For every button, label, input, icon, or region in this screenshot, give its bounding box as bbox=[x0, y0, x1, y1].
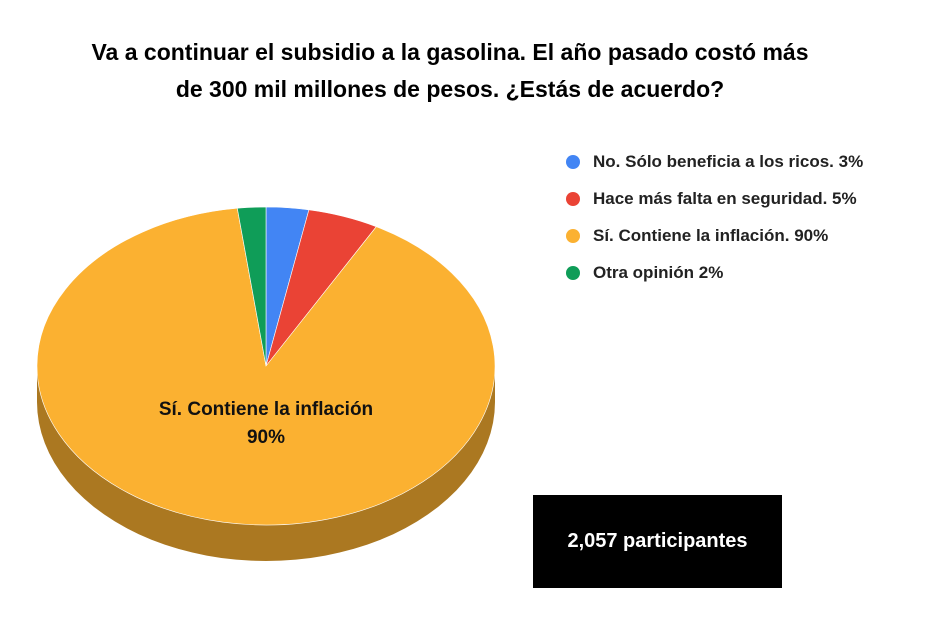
legend-item: Sí. Contiene la inflación. 90% bbox=[566, 226, 863, 245]
legend-item: Otra opinión 2% bbox=[566, 263, 863, 282]
pie-slice bbox=[236, 206, 267, 367]
legend-label: Hace más falta en seguridad. 5% bbox=[593, 189, 857, 208]
chart-title-line-2: de 300 mil millones de pesos. ¿Estás de … bbox=[175, 76, 725, 102]
legend-dot bbox=[566, 266, 580, 280]
pie-slice-side bbox=[37, 366, 495, 561]
chart-legend: No. Sólo beneficia a los ricos. 3% Hace … bbox=[566, 152, 864, 301]
legend-dot bbox=[566, 192, 580, 206]
pie-slice bbox=[36, 207, 496, 526]
chart-title: Va a continuar el subsidio a la gasolina… bbox=[20, 34, 880, 108]
slice-data-label-name: Sí. Contiene la inflación bbox=[158, 399, 374, 420]
legend-label: Otra opinión 2% bbox=[593, 263, 724, 282]
legend-item: Hace más falta en seguridad. 5% bbox=[566, 189, 863, 208]
slice-data-label: Sí. Contiene la inflación 90% bbox=[116, 396, 416, 452]
legend-item: No. Sólo beneficia a los ricos. 3% bbox=[566, 152, 864, 171]
chart-title-line-1: Va a continuar el subsidio a la gasolina… bbox=[91, 39, 809, 65]
legend-dot bbox=[566, 155, 580, 169]
legend-dot bbox=[566, 229, 580, 243]
legend-label: Sí. Contiene la inflación. 90% bbox=[593, 226, 829, 245]
legend-label: No. Sólo beneficia a los ricos. 3% bbox=[593, 152, 864, 171]
slice-data-label-value: 90% bbox=[246, 427, 286, 448]
participants-box: 2,057 participantes bbox=[533, 495, 782, 588]
participants-count: 2,057 participantes bbox=[567, 530, 748, 552]
